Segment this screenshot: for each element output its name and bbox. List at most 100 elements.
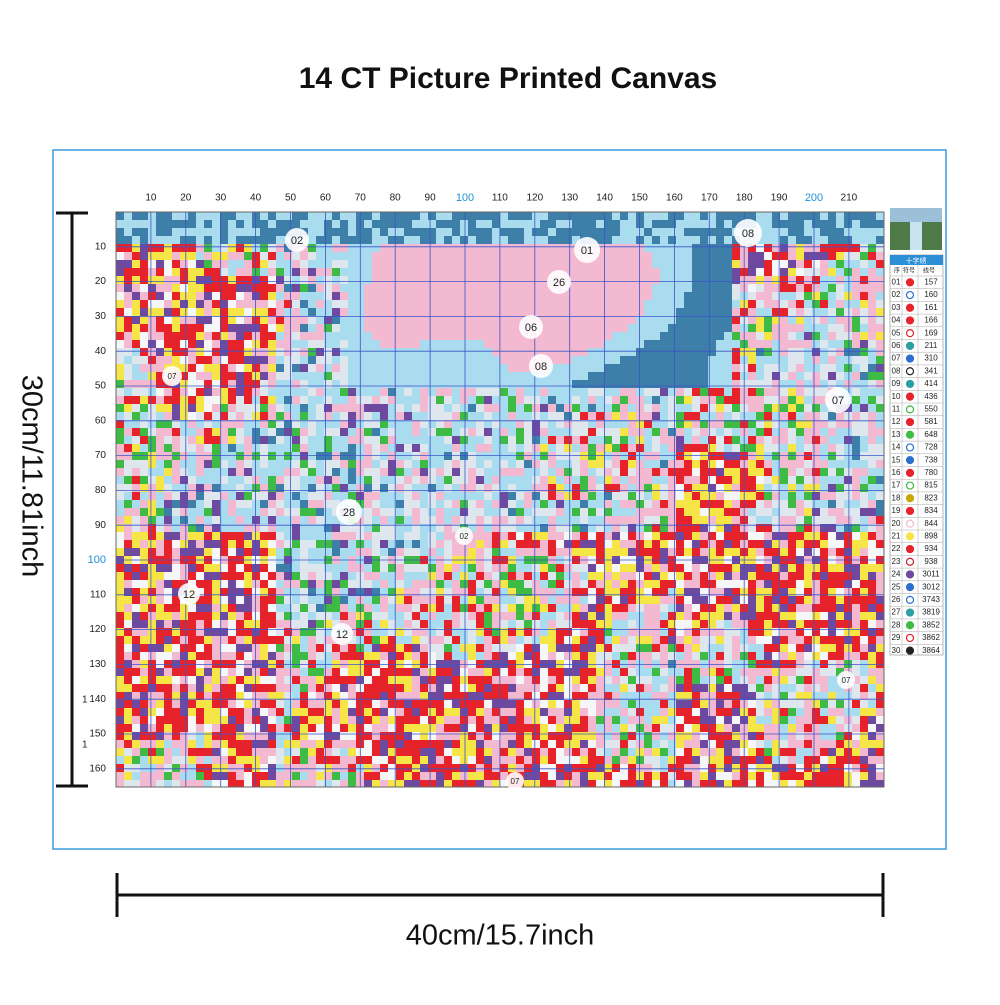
stitch-cell xyxy=(580,444,588,452)
stitch-cell xyxy=(428,500,436,508)
stitch-cell xyxy=(412,588,420,596)
stitch-cell xyxy=(404,252,412,260)
stitch-cell xyxy=(836,516,844,524)
stitch-cell xyxy=(436,300,444,308)
stitch-cell xyxy=(532,508,540,516)
stitch-cell xyxy=(188,340,196,348)
stitch-cell xyxy=(828,276,836,284)
stitch-cell xyxy=(164,492,172,500)
stitch-cell xyxy=(492,508,500,516)
stitch-cell xyxy=(764,260,772,268)
stitch-cell xyxy=(196,612,204,620)
stitch-cell xyxy=(764,324,772,332)
stitch-cell xyxy=(596,516,604,524)
stitch-cell xyxy=(380,420,388,428)
stitch-cell xyxy=(796,572,804,580)
stitch-cell xyxy=(876,420,884,428)
stitch-cell xyxy=(852,308,860,316)
stitch-cell xyxy=(204,612,212,620)
stitch-cell xyxy=(324,212,332,220)
stitch-cell xyxy=(596,260,604,268)
stitch-cell xyxy=(620,252,628,260)
stitch-cell xyxy=(476,508,484,516)
stitch-cell xyxy=(388,484,396,492)
stitch-cell xyxy=(732,428,740,436)
stitch-cell xyxy=(708,364,716,372)
stitch-cell xyxy=(420,260,428,268)
stitch-cell xyxy=(708,348,716,356)
stitch-cell xyxy=(660,260,668,268)
stitch-cell xyxy=(324,268,332,276)
stitch-cell xyxy=(476,260,484,268)
stitch-cell xyxy=(692,444,700,452)
stitch-cell xyxy=(772,212,780,220)
stitch-cell xyxy=(260,308,268,316)
stitch-cell xyxy=(652,340,660,348)
stitch-cell xyxy=(644,428,652,436)
stitch-cell xyxy=(156,340,164,348)
stitch-cell xyxy=(484,244,492,252)
stitch-cell xyxy=(572,348,580,356)
stitch-cell xyxy=(332,468,340,476)
stitch-cell xyxy=(132,340,140,348)
stitch-cell xyxy=(132,468,140,476)
stitch-cell xyxy=(844,356,852,364)
stitch-cell xyxy=(644,268,652,276)
stitch-cell xyxy=(804,412,812,420)
stitch-cell xyxy=(764,508,772,516)
stitch-cell xyxy=(604,620,612,628)
stitch-cell xyxy=(852,348,860,356)
stitch-cell xyxy=(852,340,860,348)
stitch-cell xyxy=(228,380,236,388)
stitch-cell xyxy=(380,580,388,588)
stitch-cell xyxy=(508,244,516,252)
stitch-cell xyxy=(788,276,796,284)
stitch-cell xyxy=(540,276,548,284)
stitch-cell xyxy=(324,500,332,508)
stitch-cell xyxy=(172,308,180,316)
stitch-cell xyxy=(364,340,372,348)
stitch-cell xyxy=(292,308,300,316)
stitch-cell xyxy=(364,220,372,228)
stitch-cell xyxy=(756,316,764,324)
stitch-cell xyxy=(404,572,412,580)
stitch-cell xyxy=(788,412,796,420)
stitch-cell xyxy=(652,396,660,404)
stitch-cell xyxy=(196,324,204,332)
stitch-cell xyxy=(484,516,492,524)
stitch-cell xyxy=(868,276,876,284)
stitch-cell xyxy=(556,244,564,252)
stitch-cell xyxy=(860,364,868,372)
stitch-cell xyxy=(508,412,516,420)
stitch-cell xyxy=(532,612,540,620)
stitch-cell xyxy=(556,500,564,508)
stitch-cell xyxy=(716,276,724,284)
stitch-cell xyxy=(756,468,764,476)
stitch-cell xyxy=(324,428,332,436)
stitch-cell xyxy=(540,292,548,300)
stitch-cell xyxy=(180,284,188,292)
stitch-cell xyxy=(324,484,332,492)
stitch-cell xyxy=(564,308,572,316)
stitch-cell xyxy=(316,436,324,444)
stitch-cell xyxy=(340,236,348,244)
stitch-cell xyxy=(388,428,396,436)
stitch-cell xyxy=(292,356,300,364)
stitch-cell xyxy=(404,220,412,228)
stitch-cell xyxy=(228,484,236,492)
stitch-cell xyxy=(348,380,356,388)
stitch-cell xyxy=(364,276,372,284)
stitch-cell xyxy=(300,596,308,604)
stitch-cell xyxy=(716,484,724,492)
stitch-cell xyxy=(188,244,196,252)
stitch-cell xyxy=(612,388,620,396)
stitch-cell xyxy=(204,588,212,596)
stitch-cell xyxy=(572,364,580,372)
stitch-cell xyxy=(436,228,444,236)
stitch-cell xyxy=(788,332,796,340)
stitch-cell xyxy=(604,588,612,596)
stitch-cell xyxy=(508,540,516,548)
stitch-cell xyxy=(476,380,484,388)
stitch-cell xyxy=(260,524,268,532)
stitch-cell xyxy=(532,380,540,388)
